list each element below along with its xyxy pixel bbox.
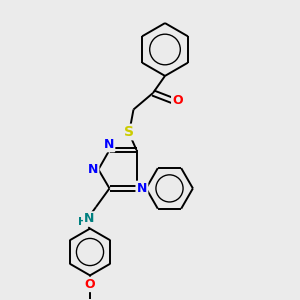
Text: O: O bbox=[85, 278, 95, 291]
Text: S: S bbox=[124, 125, 134, 139]
Text: O: O bbox=[172, 94, 183, 107]
Text: N: N bbox=[88, 163, 98, 176]
Text: N: N bbox=[137, 182, 147, 195]
Text: N: N bbox=[104, 138, 114, 151]
Text: H: H bbox=[78, 217, 87, 227]
Text: N: N bbox=[84, 212, 94, 226]
